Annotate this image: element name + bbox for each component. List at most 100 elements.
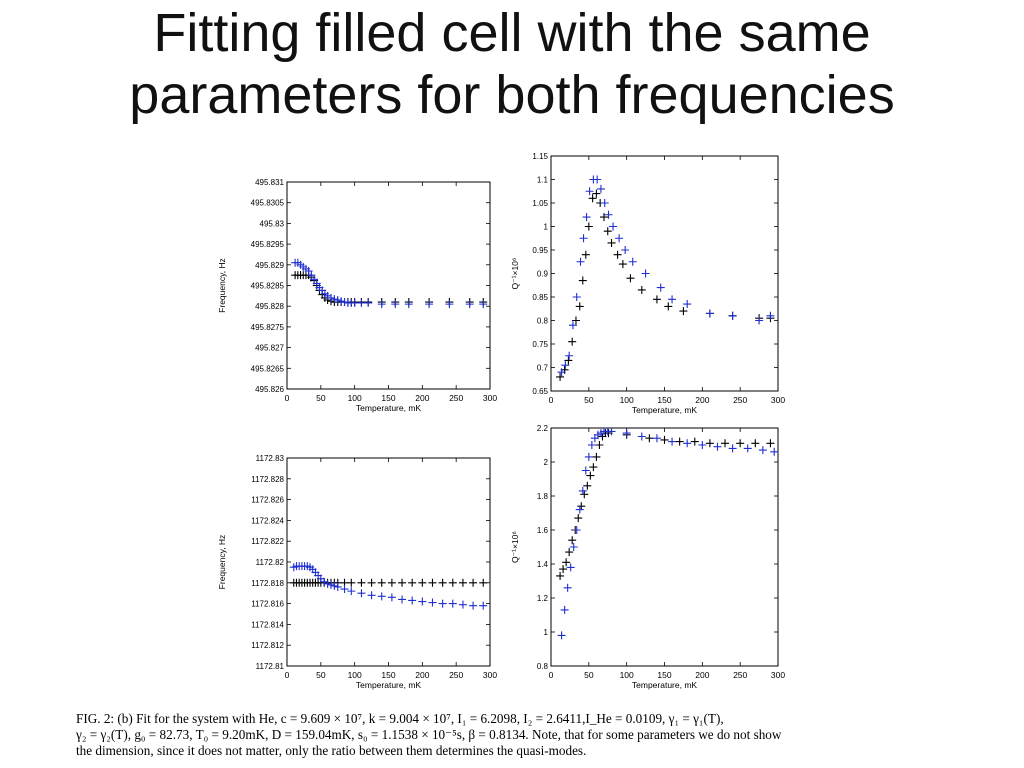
data-point <box>312 279 321 288</box>
y-tick-label: 1.05 <box>532 199 548 208</box>
x-tick-label: 0 <box>549 395 554 405</box>
data-point <box>596 184 605 193</box>
data-point <box>577 502 586 511</box>
data-point <box>560 605 569 614</box>
data-point <box>307 271 316 280</box>
data-point <box>377 300 386 309</box>
data-point <box>683 300 692 309</box>
x-tick-label: 250 <box>733 670 747 680</box>
data-point <box>575 505 584 514</box>
chart-panel-3: 0 50 100 150 200 250 300 1172.81 1172.812 1172.81… <box>217 454 497 690</box>
data-point <box>755 316 764 325</box>
x-tick-label: 100 <box>348 393 362 403</box>
x-tick-label: 150 <box>381 670 395 680</box>
plot-frame <box>550 427 779 667</box>
data-point <box>585 187 594 196</box>
y-tick-label: 1172.818 <box>251 579 284 588</box>
y-tick-label: 1.15 <box>532 152 548 161</box>
data-point <box>304 267 313 276</box>
x-tick-label: 250 <box>449 670 463 680</box>
slide-title-line-2: parameters for both frequencies <box>129 65 895 125</box>
data-point <box>652 434 661 443</box>
data-point <box>310 275 319 284</box>
y-tick-label: 0.8 <box>537 662 549 671</box>
data-point <box>641 269 650 278</box>
x-tick-label: 100 <box>348 670 362 680</box>
data-point <box>589 463 598 472</box>
data-point <box>340 298 349 307</box>
data-point <box>330 581 339 590</box>
x-tick-label: 200 <box>695 670 709 680</box>
data-point <box>660 435 669 444</box>
x-tick-label: 200 <box>415 670 429 680</box>
data-point <box>578 276 587 285</box>
data-point <box>563 583 572 592</box>
y-tick-label: 1.1 <box>537 176 549 185</box>
data-point <box>565 351 574 360</box>
data-point <box>770 447 779 456</box>
data-point <box>569 543 578 551</box>
data-point <box>568 337 577 346</box>
data-point <box>418 578 427 587</box>
y-tick-label: 1.2 <box>537 594 549 603</box>
x-tick-label: 0 <box>285 670 290 680</box>
x-tick-label: 50 <box>316 393 326 403</box>
y-tick-label: 1172.82 <box>256 558 285 567</box>
data-point <box>479 300 488 309</box>
data-point <box>728 444 737 453</box>
x-tick-label: 300 <box>771 395 785 405</box>
data-point <box>582 213 591 222</box>
x-tick-label: 250 <box>449 393 463 403</box>
data-point <box>645 434 654 443</box>
data-point <box>377 592 386 601</box>
data-point <box>568 321 577 330</box>
x-tick-label: 50 <box>316 670 326 680</box>
series-2 <box>291 258 488 309</box>
data-point <box>565 548 574 557</box>
data-point <box>333 582 342 591</box>
y-tick-label: 0.9 <box>537 270 549 279</box>
data-point <box>562 558 571 567</box>
series-1 <box>556 429 775 580</box>
data-point <box>391 300 400 309</box>
y-axis-label: Frequency, Hz <box>217 258 227 313</box>
data-point <box>607 427 616 436</box>
y-tick-label: 0.75 <box>532 340 548 349</box>
data-point <box>568 536 577 545</box>
slide-title: Fitting filled cell with the same parame… <box>0 2 1024 126</box>
data-point <box>479 578 488 587</box>
caption-line-3: the dimension, since it does not matter,… <box>76 743 587 758</box>
data-point <box>613 250 622 259</box>
data-point <box>398 595 407 604</box>
data-point <box>408 596 417 605</box>
series-1 <box>289 578 488 587</box>
x-tick-label: 300 <box>483 670 497 680</box>
x-tick-label: 100 <box>620 395 634 405</box>
data-point <box>458 600 467 609</box>
x-tick-label: 150 <box>657 670 671 680</box>
data-point <box>622 429 631 438</box>
data-point <box>583 481 592 490</box>
x-tick-label: 200 <box>695 395 709 405</box>
data-point <box>398 578 407 587</box>
data-point <box>595 441 604 449</box>
data-point <box>592 189 601 198</box>
data-point <box>465 300 474 309</box>
y-tick-label: 0.8 <box>537 317 549 326</box>
data-point <box>586 471 595 480</box>
data-point <box>575 302 584 311</box>
data-point <box>458 578 467 587</box>
plot-frame <box>550 155 779 392</box>
data-point <box>357 298 366 307</box>
x-tick-label: 0 <box>549 670 554 680</box>
data-point <box>580 490 589 499</box>
data-point <box>656 283 665 292</box>
y-axis-label: Frequency, Hz <box>217 535 227 590</box>
data-point <box>652 295 661 304</box>
y-tick-label: 1172.828 <box>251 475 284 484</box>
series-1 <box>291 271 488 307</box>
data-point <box>615 234 624 243</box>
y-tick-label: 495.8295 <box>251 240 285 249</box>
y-tick-label: 495.827 <box>255 344 284 353</box>
data-point <box>705 309 714 318</box>
